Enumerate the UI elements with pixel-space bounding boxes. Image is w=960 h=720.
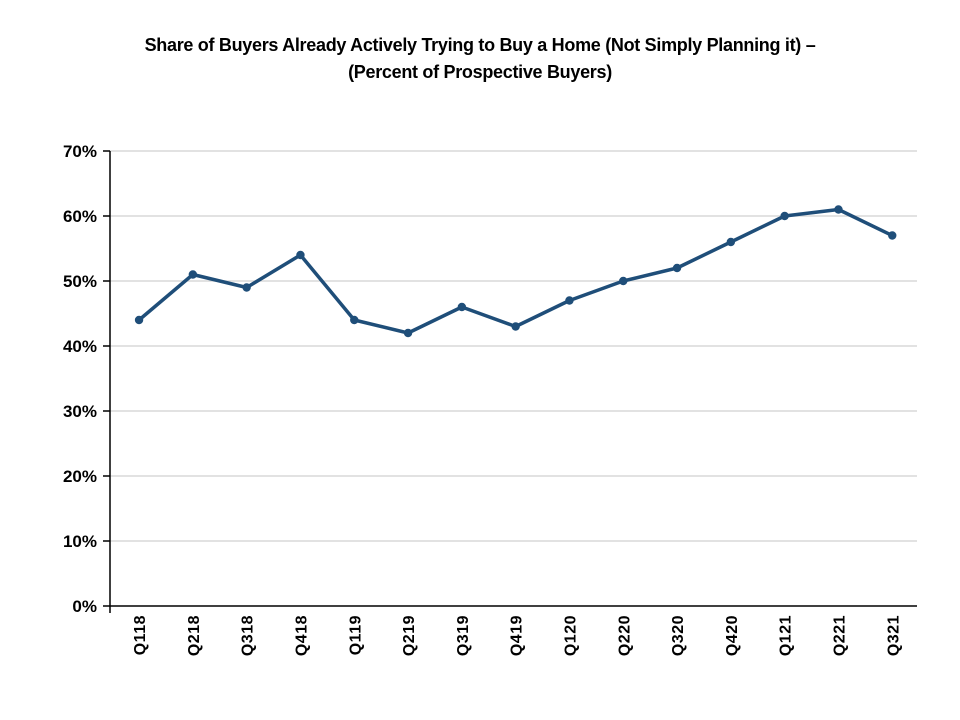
x-axis-label: Q119 — [347, 615, 364, 655]
data-point — [726, 237, 736, 247]
chart-title: Share of Buyers Already Actively Trying … — [0, 32, 960, 86]
data-line — [137, 207, 895, 335]
data-point — [619, 276, 628, 286]
x-axis-label: Q121 — [778, 615, 795, 656]
chart-title-line1: Share of Buyers Already Actively Trying … — [144, 35, 816, 55]
y-axis-tick-label: 20% — [63, 467, 97, 486]
y-axis-tick-label: 30% — [63, 402, 97, 421]
x-axis-label: Q320 — [670, 615, 687, 656]
data-point — [403, 328, 413, 338]
y-axis-tick-label: 10% — [63, 532, 97, 551]
chart-title-line2: (Percent of Prospective Buyers) — [348, 62, 612, 82]
x-axis-label: Q418 — [293, 615, 310, 656]
data-point — [511, 322, 520, 331]
data-point — [242, 283, 251, 292]
data-point — [457, 302, 467, 312]
x-axis-label: Q118 — [132, 615, 149, 655]
y-axis-tick-label: 40% — [63, 337, 97, 356]
data-point — [834, 205, 843, 214]
x-axis-label: Q219 — [401, 615, 418, 656]
y-axis-tick-label: 50% — [63, 272, 97, 291]
x-axis-label: Q319 — [455, 615, 472, 656]
x-axis-label: Q221 — [831, 615, 848, 656]
x-axis-label: Q420 — [724, 615, 741, 656]
x-axis-label: Q120 — [562, 615, 579, 656]
data-point — [672, 263, 682, 273]
data-point — [350, 315, 359, 325]
data-point — [780, 211, 789, 221]
x-axis-label: Q419 — [509, 615, 526, 656]
x-axis-label: Q318 — [240, 615, 257, 656]
data-point — [134, 315, 144, 325]
data-point — [888, 231, 897, 240]
x-axis-label: Q220 — [616, 615, 633, 656]
y-axis-tick-label: 70% — [63, 142, 97, 161]
data-point — [188, 270, 198, 279]
y-axis-tick-label: 0% — [72, 597, 97, 616]
x-axis-label: Q321 — [885, 615, 902, 656]
data-point — [296, 250, 305, 260]
x-axis-label: Q218 — [186, 615, 203, 656]
y-axis-tick-label: 60% — [63, 207, 97, 226]
data-point — [565, 296, 574, 305]
